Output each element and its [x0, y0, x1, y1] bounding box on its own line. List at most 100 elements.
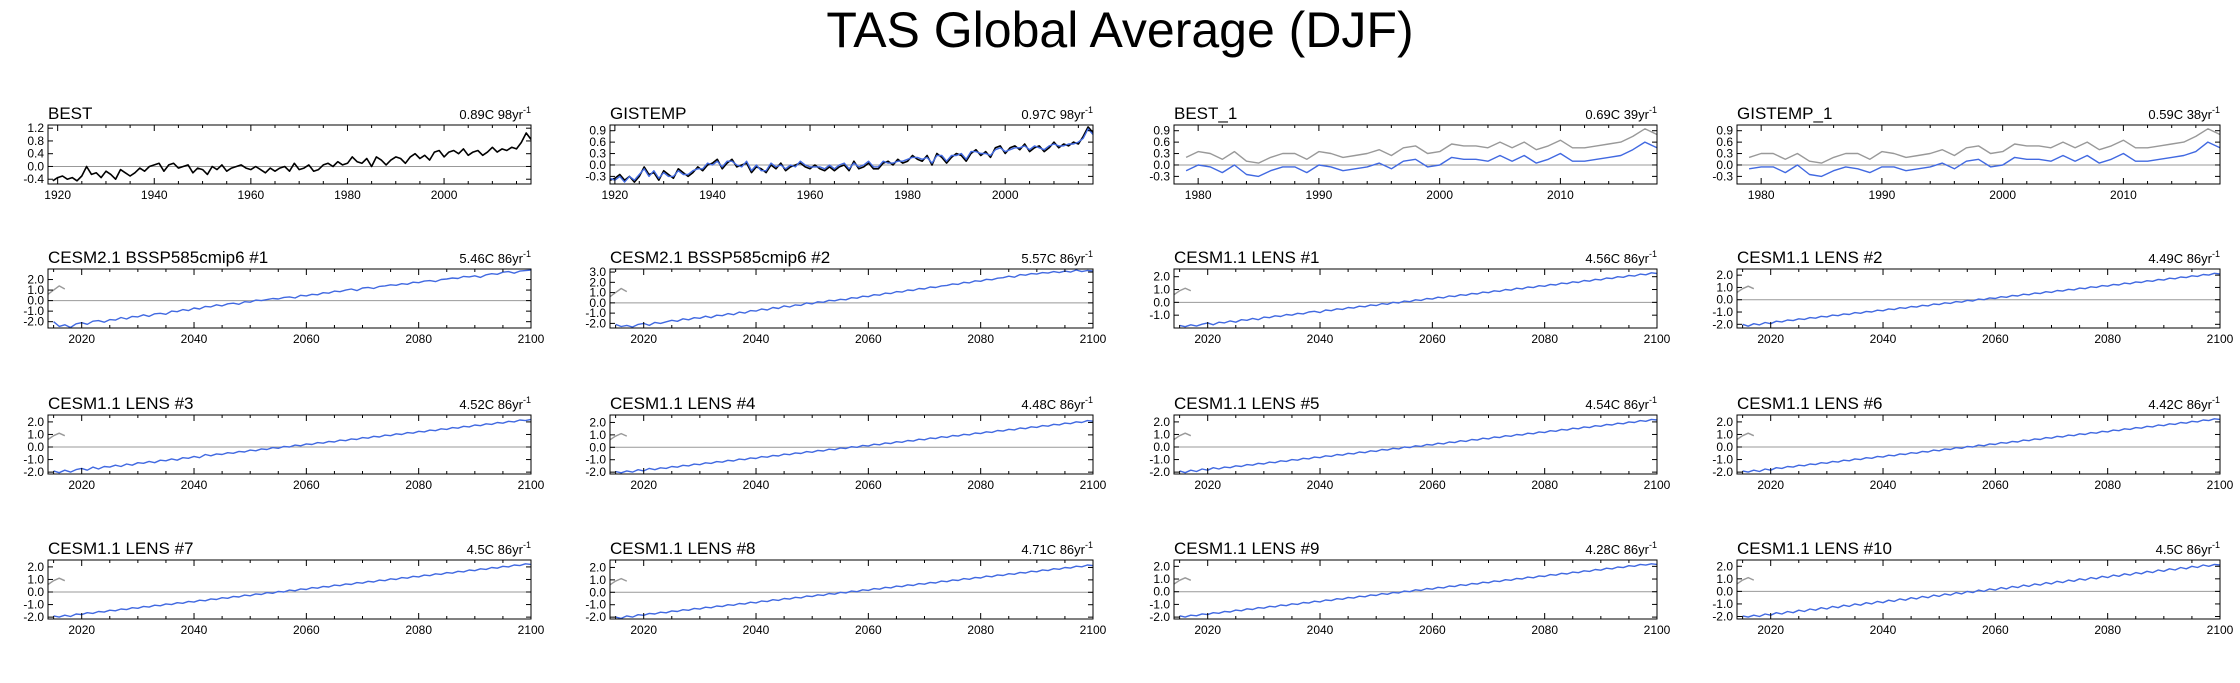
y-tick-label: 2.0: [1716, 559, 1733, 573]
series-line-model: [1748, 141, 2221, 178]
x-tick-label: 2080: [1531, 332, 1558, 346]
x-tick-label: 2080: [405, 332, 432, 346]
x-tick-label: 2040: [181, 623, 208, 637]
chart-panel: GISTEMP_1 0.59C 38yr-1 1980 1990 2000 2010 -0.…: [1689, 100, 2229, 246]
x-tick-label: 2040: [181, 478, 208, 492]
x-tick-label: 2080: [405, 623, 432, 637]
series-line-reference: [1173, 287, 1192, 296]
y-tick-label: 0.0: [27, 440, 44, 454]
y-tick-label: 1.0: [589, 428, 606, 442]
y-tick-label: -2.0: [585, 316, 606, 330]
y-tick-label: -1.0: [1712, 305, 1733, 319]
trend-annotation: 4.49C 86yr-1: [2148, 249, 2220, 266]
y-tick-label: -2.0: [1712, 465, 1733, 479]
x-tick-label: 2020: [630, 478, 657, 492]
chart-panel: CESM1.1 LENS #6 4.42C 86yr-1 2020 2040 2060 2…: [1689, 390, 2233, 536]
chart-panel: CESM1.1 LENS #10 4.5C 86yr-1 2020 2040 2060 2…: [1689, 535, 2233, 681]
x-tick-label: 2060: [1419, 478, 1446, 492]
y-tick-label: 1.0: [1153, 283, 1170, 297]
plot-frame: [609, 559, 1094, 620]
y-tick-label: -1.0: [585, 453, 606, 467]
plot-frame: [1173, 559, 1658, 620]
y-tick-label: 1.0: [1716, 427, 1733, 441]
chart-svg: CESM1.1 LENS #7 4.5C 86yr-1 2020 2040 2060 20…: [23, 539, 544, 637]
y-tick-label: -2.0: [23, 465, 44, 479]
y-tick-label: 0.0: [27, 294, 44, 308]
x-tick-label: 2020: [68, 478, 95, 492]
x-tick-label: 2060: [855, 478, 882, 492]
panel-title: CESM1.1 LENS #2: [1737, 248, 1883, 267]
series-line-reference: [47, 432, 66, 441]
panel-title: CESM1.1 LENS #5: [1174, 394, 1320, 413]
y-tick-label: 0.4: [27, 147, 44, 161]
panel-title: BEST_1: [1174, 104, 1237, 123]
panel-title: CESM1.1 LENS #3: [48, 394, 194, 413]
series-line-reference: [1736, 285, 1755, 293]
y-tick-label: 2.0: [1716, 268, 1733, 282]
x-tick-label: 2100: [1644, 623, 1671, 637]
series-line-reference: [1173, 432, 1192, 441]
chart-svg: CESM1.1 LENS #3 4.52C 86yr-1 2020 2040 2060 2…: [23, 394, 544, 492]
x-tick-label: 2020: [68, 623, 95, 637]
x-tick-label: 2080: [1531, 478, 1558, 492]
x-tick-label: 2060: [293, 623, 320, 637]
x-tick-label: 2080: [2094, 623, 2121, 637]
plot-frame: [1736, 268, 2221, 329]
series-line-model: [615, 564, 1094, 620]
y-tick-label: -2.0: [585, 610, 606, 624]
chart-panel: BEST 0.89C 98yr-1 1920 1940 1960 1980 2000 -0.4…: [0, 100, 540, 246]
x-tick-label: 2060: [293, 332, 320, 346]
chart-svg: CESM1.1 LENS #9 4.28C 86yr-1 2020 2040 2060 2…: [1149, 539, 1670, 637]
x-tick-label: 2060: [855, 623, 882, 637]
x-tick-label: 2100: [2207, 332, 2234, 346]
x-tick-label: 2060: [1982, 478, 2009, 492]
series-line-reference: [1736, 432, 1755, 441]
y-tick-label: 0.0: [1153, 295, 1170, 309]
x-tick-label: 1980: [334, 188, 361, 202]
y-tick-label: 0.0: [1716, 293, 1733, 307]
y-tick-label: 1.0: [1153, 572, 1170, 586]
series-line-reference: [1748, 128, 2221, 164]
x-tick-label: 2040: [1307, 478, 1334, 492]
x-tick-label: 2010: [2110, 188, 2137, 202]
y-tick-label: -0.3: [1712, 169, 1733, 183]
y-tick-label: -2.0: [23, 315, 44, 329]
y-tick-label: 0.3: [1153, 147, 1170, 161]
x-tick-label: 1990: [1869, 188, 1896, 202]
y-tick-label: 0.0: [589, 296, 606, 310]
x-tick-label: 2100: [1644, 478, 1671, 492]
chart-panel: CESM2.1 BSSP585cmip6 #1 5.46C 86yr-1 2020 2…: [0, 244, 544, 390]
y-tick-label: 1.0: [589, 573, 606, 587]
figure-title: TAS Global Average (DJF): [826, 2, 1414, 58]
y-tick-label: 0.0: [1716, 584, 1733, 598]
y-tick-label: 0.0: [27, 585, 44, 599]
trend-annotation: 4.5C 86yr-1: [2156, 540, 2220, 557]
x-tick-label: 2080: [967, 478, 994, 492]
trend-annotation: 4.5C 86yr-1: [467, 540, 531, 557]
y-tick-label: 3.0: [589, 265, 606, 279]
y-tick-label: 2.0: [589, 415, 606, 429]
x-tick-label: 2000: [1989, 188, 2016, 202]
y-tick-label: 2.0: [27, 273, 44, 287]
x-tick-label: 2040: [1307, 332, 1334, 346]
chart-svg: CESM1.1 LENS #6 4.42C 86yr-1 2020 2040 2060 2…: [1712, 394, 2233, 492]
x-tick-label: 2020: [1757, 332, 1784, 346]
chart-panel: CESM1.1 LENS #1 4.56C 86yr-1 2020 2040 2060 2…: [1126, 244, 1670, 390]
x-tick-label: 2060: [293, 478, 320, 492]
y-tick-label: -2.0: [1149, 465, 1170, 479]
y-tick-label: 0.3: [589, 147, 606, 161]
plot-frame: [47, 559, 532, 620]
x-tick-label: 2100: [1644, 332, 1671, 346]
y-tick-label: 0.3: [1716, 147, 1733, 161]
y-tick-label: 0.6: [1716, 135, 1733, 149]
x-tick-label: 2060: [1982, 332, 2009, 346]
trend-annotation: 0.89C 98yr-1: [459, 105, 531, 122]
y-tick-label: -2.0: [23, 610, 44, 624]
x-tick-label: 2020: [1194, 332, 1221, 346]
series-line-reference: [609, 287, 628, 298]
trend-annotation: 4.48C 86yr-1: [1021, 395, 1093, 412]
chart-svg: GISTEMP 0.97C 98yr-1 1920 1940 1960 1980 2000 -…: [585, 104, 1094, 202]
y-tick-label: 0.6: [1153, 135, 1170, 149]
x-tick-label: 2080: [2094, 478, 2121, 492]
